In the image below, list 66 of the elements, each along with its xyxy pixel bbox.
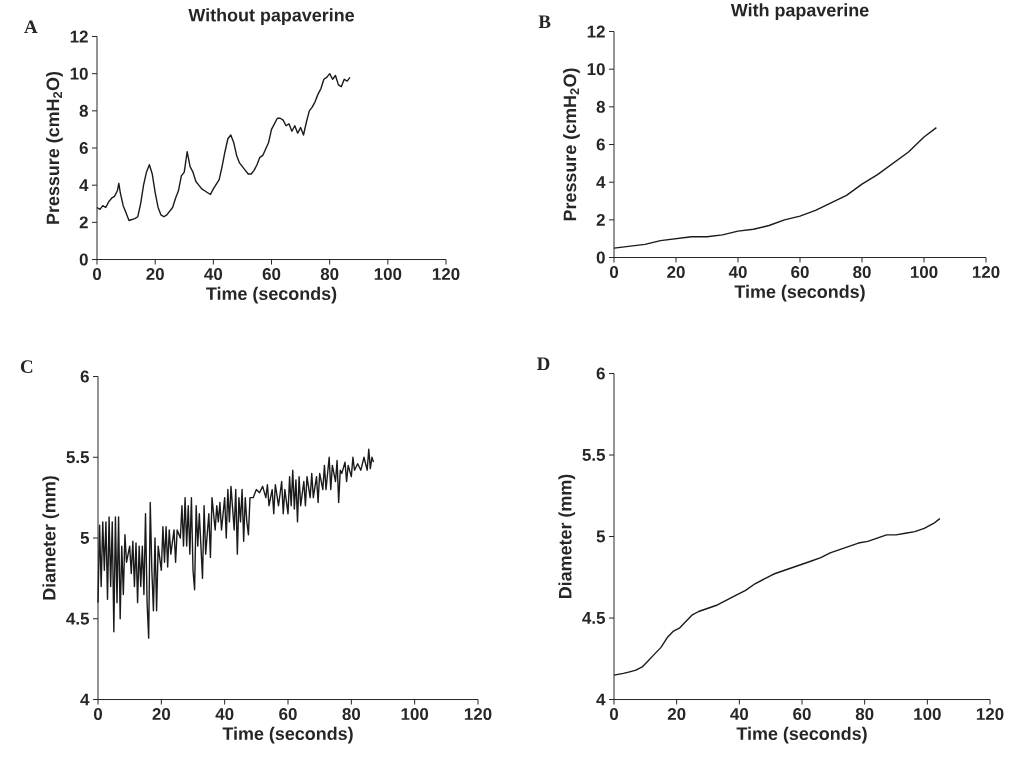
x-tick-label: 100	[401, 708, 429, 721]
y-tick-label: 6	[79, 142, 88, 155]
chart-title: With papaverine	[730, 3, 869, 21]
y-tick-label: 12	[70, 30, 88, 43]
y-tick-label: 4.5	[582, 612, 606, 625]
text: A	[24, 20, 38, 34]
y-tick-label: 0	[596, 251, 605, 264]
x-tick-label: 100	[914, 708, 941, 721]
x-tick-label: 120	[976, 708, 1004, 721]
x-tick-label: 80	[853, 266, 871, 279]
x-tick-label: 40	[730, 708, 749, 721]
y-tick-label: 5.5	[582, 449, 606, 462]
x-tick-label: 80	[855, 708, 874, 721]
y-tick-label: 10	[587, 63, 605, 76]
x-tick-label: 40	[215, 708, 234, 721]
x-axis-title: Time (seconds)	[206, 287, 337, 304]
y-tick-label: 5	[80, 532, 90, 545]
y-tick-label: 4	[596, 176, 606, 189]
x-tick-label: 0	[609, 708, 619, 721]
x-tick-label: 80	[320, 268, 339, 281]
y-tick-label: 2	[79, 216, 88, 229]
y-axis-title: Diameter (mm)	[558, 474, 576, 599]
x-tick-label: 20	[667, 708, 686, 721]
x-axis-title: Time (seconds)	[222, 727, 353, 744]
x-tick-label: 20	[152, 708, 171, 721]
x-tick-label: 0	[93, 708, 103, 721]
x-tick-label: 100	[374, 268, 402, 281]
x-tick-label: 80	[342, 708, 361, 721]
x-tick-label: 0	[609, 266, 619, 279]
x-tick-label: 60	[262, 268, 281, 281]
y-tick-label: 4	[79, 179, 89, 192]
text: C	[20, 360, 33, 374]
y-tick-label: 6	[596, 138, 605, 151]
chart-title: Without papaverine	[188, 8, 355, 26]
y-axis-title: Diameter (mm)	[42, 476, 60, 600]
x-tick-label: 60	[791, 266, 809, 279]
y-tick-label: 4.5	[66, 613, 90, 625]
x-tick-label: 120	[432, 268, 460, 281]
y-tick-label: 10	[70, 67, 88, 80]
y-tick-label: 4	[596, 693, 606, 706]
x-tick-label: 40	[204, 268, 223, 281]
y-tick-label: 6	[80, 370, 89, 383]
text: B	[538, 15, 551, 29]
text: D	[536, 357, 550, 371]
y-tick-label: 2	[596, 214, 605, 226]
y-axis-title: Pressure (cmH$_{2}$O)	[563, 68, 580, 221]
y-tick-label: 12	[587, 25, 605, 38]
y-axis-title: Pressure (cmH$_{2}$O)	[46, 72, 63, 225]
y-tick-label: 5.5	[66, 451, 90, 464]
x-tick-label: 120	[464, 708, 492, 721]
x-axis-title: Time (seconds)	[734, 285, 865, 302]
x-tick-label: 60	[793, 708, 811, 721]
x-tick-label: 60	[279, 708, 297, 721]
y-tick-label: 4	[80, 693, 90, 706]
x-tick-label: 0	[92, 268, 102, 281]
x-tick-label: 100	[910, 266, 938, 279]
y-tick-label: 8	[79, 105, 88, 118]
x-tick-label: 40	[728, 266, 747, 279]
x-tick-label: 120	[972, 266, 1000, 279]
x-tick-label: 20	[146, 268, 164, 281]
y-tick-label: 5	[596, 530, 606, 543]
y-tick-label: 0	[79, 253, 88, 266]
x-axis-title: Time (seconds)	[736, 727, 867, 744]
y-tick-label: 6	[596, 367, 605, 380]
y-tick-label: 8	[596, 101, 605, 114]
x-tick-label: 20	[667, 266, 685, 279]
